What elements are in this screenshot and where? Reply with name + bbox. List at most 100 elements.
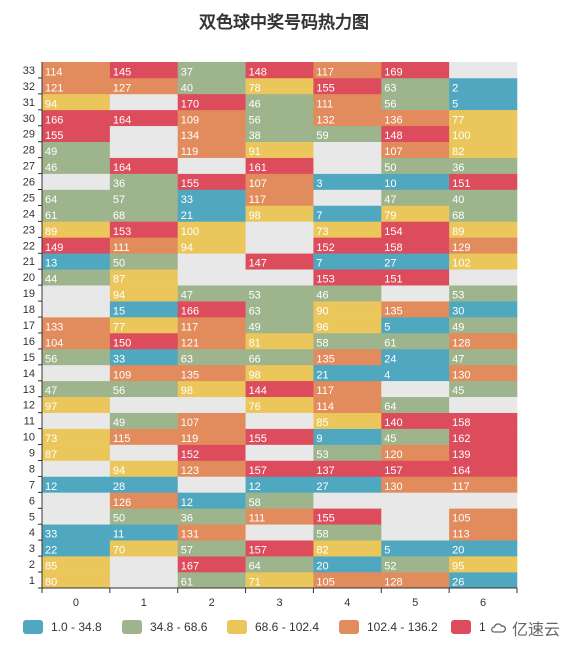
heatmap-cell-2-22[interactable] [177,237,246,254]
heatmap-cell-0-28[interactable] [42,141,111,158]
heatmap-cell-3-19[interactable] [245,285,314,302]
heatmap-cell-1-13[interactable] [109,380,179,398]
heatmap-cell-4-15[interactable] [313,348,382,366]
heatmap-cell-4-24[interactable] [313,205,382,222]
heatmap-cell-6-11[interactable] [449,412,518,429]
heatmap-cell-2-12[interactable] [177,396,246,413]
heatmap-cell-0-17[interactable] [42,317,111,334]
heatmap-cell-5-6[interactable] [381,492,450,509]
heatmap-cell-0-3[interactable] [42,540,111,557]
heatmap-cell-2-21[interactable] [177,253,246,270]
heatmap-cell-3-5[interactable] [245,508,314,525]
heatmap-cell-2-28[interactable] [177,141,246,158]
heatmap-cell-0-12[interactable] [42,396,111,413]
heatmap-cell-6-6[interactable] [449,492,518,509]
heatmap-cell-1-32[interactable] [109,77,179,95]
heatmap-cell-3-29[interactable] [245,125,314,142]
heatmap-cell-1-28[interactable] [109,141,179,158]
heatmap-cell-2-1[interactable] [177,572,246,589]
heatmap-cell-1-27[interactable] [109,157,179,174]
heatmap-cell-2-16[interactable] [177,332,246,350]
heatmap-cell-3-15[interactable] [245,348,314,366]
heatmap-cell-1-26[interactable] [109,173,179,190]
heatmap-cell-4-3[interactable] [313,540,382,557]
heatmap-cell-6-1[interactable] [449,572,518,589]
heatmap-cell-5-24[interactable] [381,205,450,222]
heatmap-cell-3-32[interactable] [245,77,314,95]
heatmap-cell-2-13[interactable] [177,380,246,398]
heatmap-cell-1-19[interactable] [109,285,179,302]
heatmap-cell-2-9[interactable] [177,444,246,461]
heatmap-cell-0-27[interactable] [42,157,111,174]
heatmap-cell-0-5[interactable] [42,508,111,525]
heatmap-cell-6-14[interactable] [449,364,518,382]
heatmap-cell-0-26[interactable] [42,173,111,190]
chart-legend[interactable]: 1.0 - 34.8 34.8 - 68.6 68.6 - 102.4 102.4 -… [23,620,486,634]
heatmap-cell-2-8[interactable] [177,460,246,477]
heatmap-cell-4-19[interactable] [313,285,382,302]
heatmap-cell-4-29[interactable] [313,125,382,142]
heatmap-cell-3-28[interactable] [245,141,314,158]
heatmap-cell-6-33[interactable] [449,62,518,79]
heatmap-cell-1-29[interactable] [109,125,179,142]
heatmap-cell-0-15[interactable] [42,348,111,366]
heatmap-cell-3-27[interactable] [245,157,314,174]
heatmap-cell-3-2[interactable] [245,556,314,573]
heatmap-cell-1-20[interactable] [109,269,179,286]
heatmap-cell-6-7[interactable] [449,476,518,493]
heatmap-cell-0-1[interactable] [42,572,111,589]
heatmap-cell-0-14[interactable] [42,364,111,382]
heatmap-cell-3-33[interactable] [245,62,314,79]
heatmap-cell-6-19[interactable] [449,285,518,302]
heatmap-cell-6-16[interactable] [449,332,518,350]
heatmap-cell-1-16[interactable] [109,332,179,350]
heatmap-cell-4-27[interactable] [313,157,382,174]
heatmap-cell-5-33[interactable] [381,62,450,79]
heatmap-cell-1-22[interactable] [109,237,179,254]
heatmap-cell-3-17[interactable] [245,317,314,334]
heatmap-cell-0-30[interactable] [42,109,111,127]
heatmap-cell-2-6[interactable] [177,492,246,509]
heatmap-cell-1-1[interactable] [109,572,179,589]
heatmap-cell-0-7[interactable] [42,476,111,493]
legend-item[interactable]: 34.8 - 68.6 [122,620,208,634]
heatmap-cell-6-26[interactable] [449,173,518,190]
legend-item[interactable]: 1 [451,620,486,634]
heatmap-cell-4-20[interactable] [313,269,382,286]
heatmap-cell-1-14[interactable] [109,364,179,382]
heatmap-cell-0-6[interactable] [42,492,111,509]
heatmap-cell-1-8[interactable] [109,460,179,477]
heatmap-cell-2-10[interactable] [177,428,246,445]
heatmap-cell-0-25[interactable] [42,189,111,206]
heatmap-cell-4-13[interactable] [313,380,382,398]
heatmap-cell-3-18[interactable] [245,301,314,318]
heatmap-cell-5-10[interactable] [381,428,450,445]
heatmap-cell-4-18[interactable] [313,301,382,318]
heatmap-cell-3-24[interactable] [245,205,314,222]
legend-item[interactable]: 68.6 - 102.4 [227,620,319,634]
heatmap-cell-5-18[interactable] [381,301,450,318]
heatmap-cell-1-33[interactable] [109,62,179,79]
heatmap-cell-1-3[interactable] [109,540,179,557]
heatmap-cell-2-23[interactable] [177,221,246,238]
heatmap-cell-5-7[interactable] [381,476,450,493]
heatmap-cell-3-14[interactable] [245,364,314,382]
heatmap-cell-6-22[interactable] [449,237,518,254]
heatmap-cell-2-19[interactable] [177,285,246,302]
heatmap-cell-0-13[interactable] [42,380,111,398]
heatmap-cell-6-30[interactable] [449,109,518,127]
heatmap-cell-3-26[interactable] [245,173,314,190]
heatmap-cell-5-25[interactable] [381,189,450,206]
heatmap-cell-0-19[interactable] [42,285,111,302]
heatmap-cell-5-2[interactable] [381,556,450,573]
heatmap-cell-1-15[interactable] [109,348,179,366]
heatmap-cell-3-7[interactable] [245,476,314,493]
heatmap-cell-6-31[interactable] [449,93,518,111]
heatmap-cell-2-32[interactable] [177,77,246,95]
heatmap-cell-0-18[interactable] [42,301,111,318]
heatmap-cell-4-21[interactable] [313,253,382,270]
heatmap-cell-2-4[interactable] [177,524,246,541]
heatmap-cell-4-12[interactable] [313,396,382,413]
heatmap-cell-2-15[interactable] [177,348,246,366]
heatmap-cell-3-1[interactable] [245,572,314,589]
